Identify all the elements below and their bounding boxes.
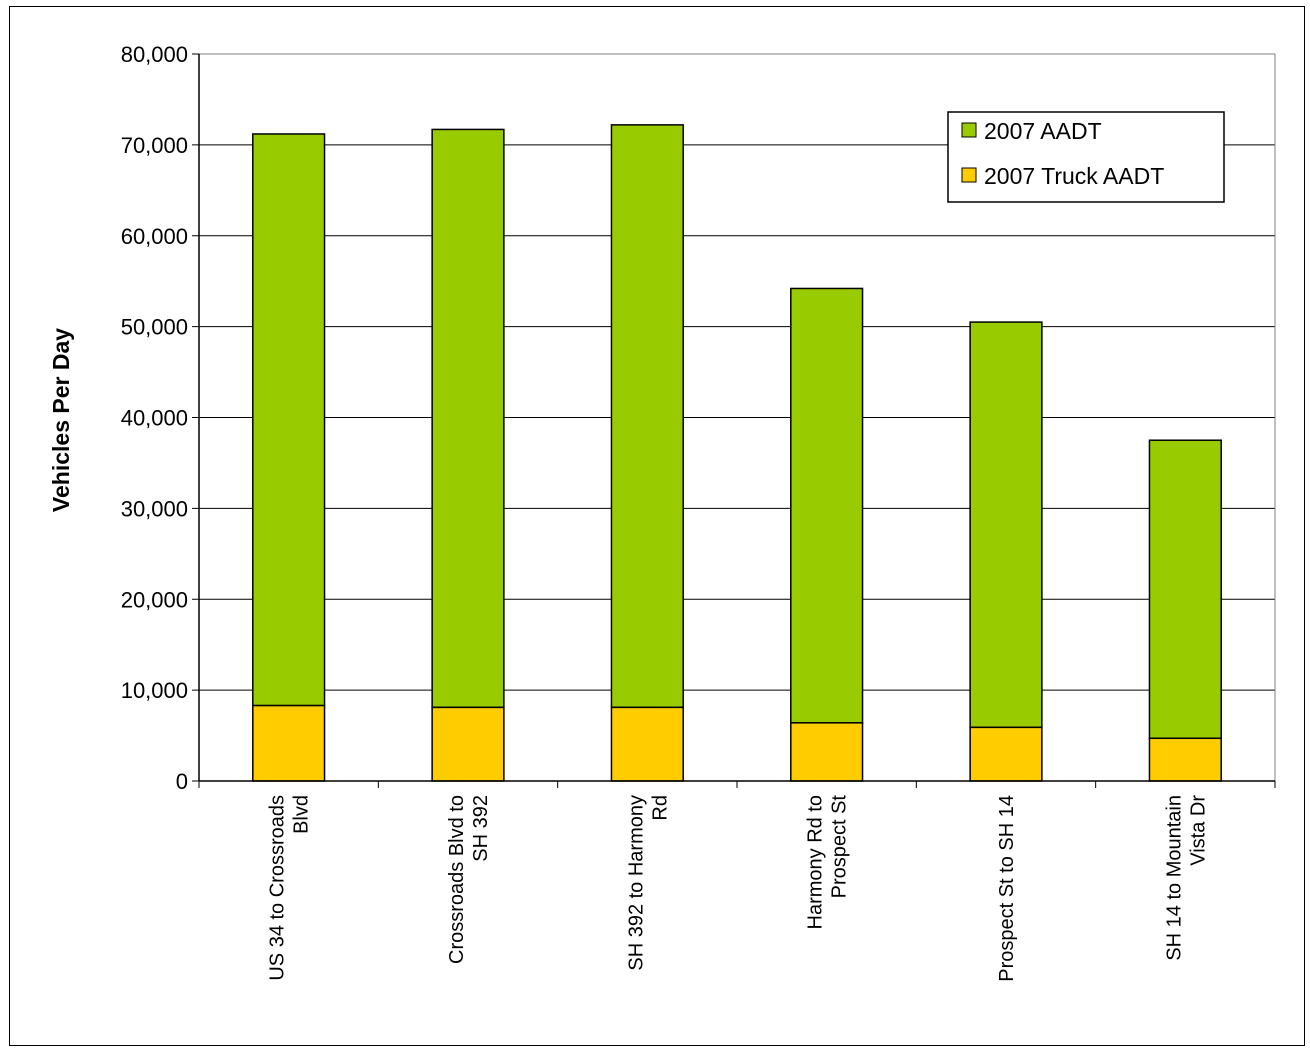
- bars: [252, 124, 1222, 782]
- legend-swatch-2007-truck-aadt: [961, 167, 977, 183]
- x-category-label: SH 14 to Mountain Vista Dr: [1163, 795, 1209, 961]
- x-category-label-line: Rd: [649, 795, 671, 821]
- bar-2007-truck-aadt: [252, 704, 326, 782]
- axes: 0 10,000 20,000 30,000 40,000 50,000 60,000 70,…: [121, 42, 1276, 982]
- x-category-label: SH 392 to Harmony Rd: [625, 795, 671, 971]
- y-tick-label: 50,000: [121, 315, 188, 340]
- bar-2007-truck-aadt: [1148, 737, 1222, 782]
- x-category-label-line: US 34 to Crossroads: [267, 795, 289, 981]
- x-category-label: Harmony Rd to Prospect St: [805, 795, 851, 930]
- x-category-label-line: SH 14 to Mountain: [1163, 795, 1185, 961]
- x-category-label: Crossroads Blvd to SH 392: [446, 795, 492, 964]
- y-tick-label: 60,000: [121, 224, 188, 249]
- bar-2007-aadt: [790, 287, 864, 724]
- x-category-label: US 34 to Crossroads Blvd: [267, 795, 313, 981]
- x-category-label-line: Prospect St: [829, 795, 851, 899]
- legend: 2007 AADT 2007 Truck AADT: [947, 111, 1225, 203]
- y-tick-label: 20,000: [121, 587, 188, 612]
- x-category-label-line: Blvd: [291, 795, 313, 834]
- legend-swatch-2007-aadt: [961, 122, 977, 138]
- x-category-label: Prospect St to SH 14: [996, 795, 1018, 982]
- y-tick-label: 70,000: [121, 133, 188, 158]
- bar-2007-aadt: [969, 321, 1043, 729]
- legend-label-2007-truck-aadt: 2007 Truck AADT: [984, 163, 1164, 189]
- x-category-label-line: Crossroads Blvd to: [446, 795, 468, 964]
- bar-2007-aadt: [1148, 439, 1222, 740]
- legend-label-2007-aadt: 2007 AADT: [984, 118, 1102, 144]
- bar-2007-truck-aadt: [431, 706, 505, 782]
- bar-2007-truck-aadt: [790, 722, 864, 782]
- x-category-label-line: Harmony Rd to: [805, 795, 827, 930]
- y-tick-label: 0: [176, 769, 188, 794]
- legend-box: [947, 111, 1225, 203]
- y-tick-label: 30,000: [121, 496, 188, 521]
- bar-2007-truck-aadt: [610, 706, 684, 782]
- x-category-label-line: SH 392: [470, 795, 492, 862]
- x-category-label-line: Prospect St to SH 14: [996, 795, 1018, 982]
- bar-2007-aadt: [252, 133, 326, 707]
- bar-2007-aadt: [431, 128, 505, 709]
- x-category-label-line: Vista Dr: [1187, 795, 1209, 866]
- bar-2007-truck-aadt: [969, 726, 1043, 782]
- y-tick-label: 40,000: [121, 406, 188, 431]
- y-tick-label: 80,000: [121, 42, 188, 67]
- y-tick-label: 10,000: [121, 678, 188, 703]
- bar-2007-aadt: [610, 124, 684, 709]
- x-category-label-line: SH 392 to Harmony: [625, 795, 647, 971]
- y-axis-label: Vehicles Per Day: [48, 328, 74, 512]
